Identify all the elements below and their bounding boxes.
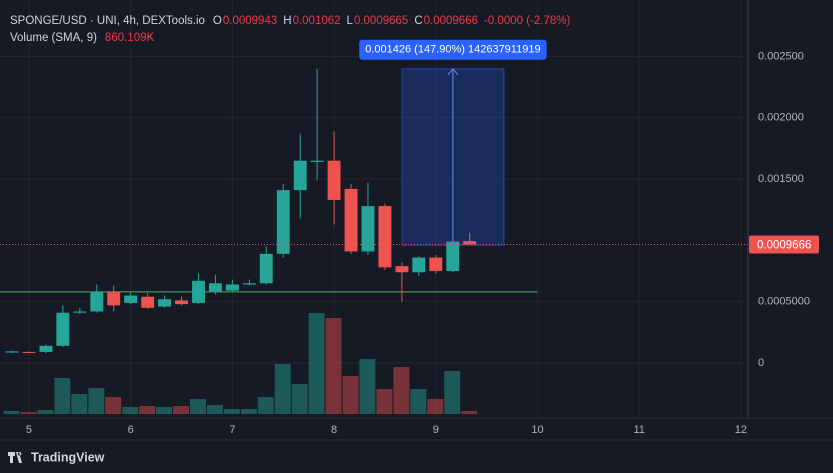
candle-body <box>158 299 172 307</box>
legend-text: 860.109K <box>105 32 155 44</box>
candle-body <box>175 300 188 305</box>
candle-body <box>327 160 341 200</box>
volume-bar <box>240 409 257 414</box>
x-tick-label: 11 <box>633 424 644 436</box>
candle-body <box>39 345 53 352</box>
legend-text: C <box>414 15 422 27</box>
legend: SPONGE/USD · UNI, 4h, DEXTools.io O 0.0009… <box>10 15 570 44</box>
candle-body <box>107 291 121 306</box>
legend-text: 0.0009943 <box>223 15 277 27</box>
candle-body <box>5 351 19 353</box>
candle-body <box>192 280 205 303</box>
candle-body <box>361 206 375 252</box>
brand: TradingView <box>8 450 105 464</box>
volume-bar <box>3 411 20 414</box>
candle-body <box>208 283 222 292</box>
candle-body <box>124 295 138 303</box>
candle-body <box>463 241 477 245</box>
candle-body <box>310 160 324 162</box>
volume-bar <box>461 411 478 414</box>
measure-tag <box>359 39 547 60</box>
volume-bar <box>342 376 359 414</box>
legend-text: H <box>283 15 291 27</box>
volume-bar <box>376 389 393 414</box>
x-tick-label: 6 <box>128 424 134 436</box>
x-tick-label: 10 <box>531 424 543 436</box>
volume-bar <box>291 384 308 414</box>
x-tick-label: 12 <box>735 424 747 436</box>
measure-label: 0.001426 (147.90%) 142637911919 <box>365 44 540 56</box>
candle-body <box>293 160 307 191</box>
candle-body <box>242 283 256 285</box>
volume-bar <box>71 394 88 414</box>
volume-bar <box>105 397 122 414</box>
x-tick-label: 8 <box>331 424 337 436</box>
volume-bar <box>410 389 427 414</box>
y-tick-label: 0.0005000 <box>758 296 810 308</box>
candle-body <box>73 311 87 313</box>
candle-body <box>56 312 70 346</box>
volume-bar <box>257 397 274 414</box>
volume-bar <box>206 405 223 414</box>
legend-text: 0.001062 <box>293 15 341 27</box>
candle-body <box>225 284 239 291</box>
volume-bar <box>122 407 139 414</box>
x-tick-label: 7 <box>229 424 235 436</box>
x-tick-label: 9 <box>433 424 439 436</box>
volume-bar <box>88 388 105 414</box>
legend-text: -0.0000 (-2.78%) <box>484 15 570 27</box>
legend-text: 0.0009666 <box>424 15 478 27</box>
measure-arrowhead <box>447 67 459 76</box>
brand-logo <box>8 452 22 463</box>
volume-bar <box>359 359 376 414</box>
volume-bar <box>37 410 54 414</box>
y-tick-label: 0 <box>758 357 764 369</box>
candle-body <box>141 296 155 308</box>
last-price-label: 0.0009666 <box>757 240 811 252</box>
brand-name: TradingView <box>31 450 105 464</box>
candle-body <box>446 241 460 272</box>
volume-bar <box>223 409 240 414</box>
legend-text: 0.0009665 <box>354 15 408 27</box>
y-tick-label: 0.002500 <box>758 50 804 62</box>
last-price-tag <box>749 235 819 254</box>
volume-bar <box>190 399 207 414</box>
legend-text: Volume (SMA, 9) <box>10 32 97 44</box>
volume-bar <box>156 407 173 414</box>
grid <box>0 0 748 418</box>
candle-body <box>259 253 273 284</box>
volume-bar <box>173 406 190 414</box>
volume-bar <box>54 378 71 414</box>
legend-text: O <box>213 15 222 27</box>
volume-bar <box>444 371 461 414</box>
legend-text: SPONGE/USD · UNI, 4h, DEXTools.io <box>10 15 205 27</box>
volume-bar <box>325 318 342 414</box>
y-tick-label: 0.002000 <box>758 112 804 124</box>
candle-body <box>22 351 36 353</box>
volume-bar <box>20 412 37 414</box>
volume-bar <box>427 399 444 414</box>
volume-bar <box>393 367 410 414</box>
candle-body <box>395 266 409 273</box>
y-tick-label: 0.001500 <box>758 173 804 185</box>
candle-body <box>344 188 358 252</box>
candle-body <box>276 190 290 254</box>
candle-body <box>90 291 104 312</box>
candle-body <box>429 257 443 272</box>
candle-body <box>378 206 392 268</box>
plot <box>0 67 748 414</box>
legend-text: L <box>347 15 354 27</box>
volume-bar <box>139 406 156 414</box>
x-tick-label: 5 <box>26 424 32 436</box>
volume-bar <box>308 313 325 414</box>
volume-bar <box>274 364 291 414</box>
candle-body <box>412 257 426 273</box>
